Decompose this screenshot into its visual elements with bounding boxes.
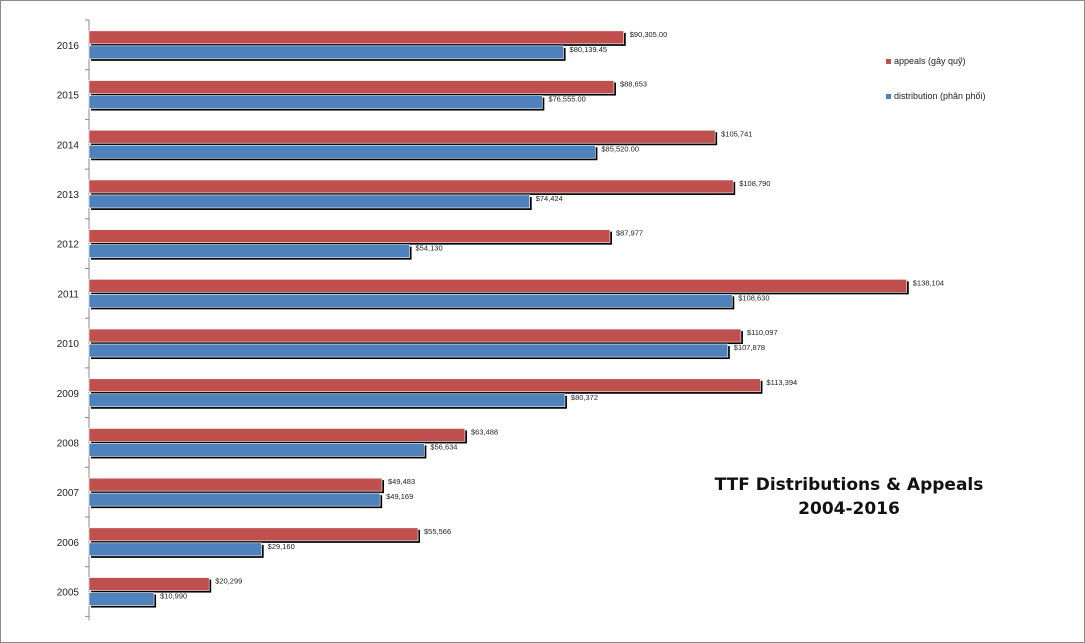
data-label-distribution: $76,555.00	[548, 95, 586, 104]
bar-appeals	[88, 527, 419, 542]
data-label-appeals: $55,566	[424, 527, 451, 536]
bar-distribution	[88, 244, 410, 258]
bar-distribution	[88, 144, 596, 159]
bar-distribution	[88, 343, 729, 358]
bar-appeals	[88, 129, 716, 144]
category-label: 2005	[57, 588, 80, 599]
bar-appeals	[88, 229, 611, 243]
category-label: 2011	[57, 289, 79, 300]
data-label-distribution: $49,169	[386, 492, 413, 501]
bar-appeals	[88, 80, 615, 94]
category-label: 2015	[57, 91, 80, 102]
bar-appeals	[88, 577, 210, 591]
legend: appeals (gây quỹ) distribution (phân phố…	[886, 56, 986, 101]
data-label-distribution: $85,520.00	[601, 144, 639, 153]
bar-appeals	[88, 378, 761, 393]
category-label: 2007	[57, 488, 80, 499]
bar-distribution	[88, 95, 543, 109]
data-label-distribution: $56,634	[430, 442, 457, 451]
data-label-appeals: $87,977	[616, 229, 643, 238]
data-label-distribution: $80,139.45	[570, 45, 608, 54]
data-label-appeals: $113,394	[766, 378, 797, 387]
labels-layer: $90,305.00 $80,139.45 $88,653 $76,555.00 $10…	[160, 30, 944, 601]
bar-appeals	[88, 477, 383, 492]
category-label: 2006	[57, 538, 80, 549]
data-label-distribution: $54,130	[416, 244, 443, 253]
bar-distribution	[88, 542, 262, 557]
data-label-distribution: $74,424	[536, 194, 563, 203]
data-label-distribution: $107,878	[734, 343, 765, 352]
data-label-appeals: $108,790	[739, 179, 770, 188]
data-label-appeals: $49,483	[388, 477, 415, 486]
bar-appeals	[88, 328, 742, 343]
bar-appeals	[88, 279, 908, 293]
category-label: 2014	[57, 140, 80, 151]
data-label-distribution: $10,990	[160, 592, 187, 601]
data-label-appeals: $88,653	[620, 80, 647, 89]
legend-label-distribution: distribution (phân phối)	[894, 91, 986, 101]
data-label-distribution: $29,160	[268, 542, 295, 551]
data-label-appeals: $20,299	[215, 577, 242, 586]
bar-distribution	[88, 443, 425, 457]
bar-distribution	[88, 45, 564, 60]
data-label-appeals: $63,488	[471, 427, 498, 436]
category-label: 2012	[57, 240, 80, 251]
bar-appeals	[88, 428, 466, 442]
category-label: 2009	[57, 389, 80, 400]
bar-appeals	[88, 179, 734, 194]
legend-swatch-appeals	[886, 59, 891, 64]
data-label-appeals: $105,741	[721, 129, 752, 138]
axis-layer: 2016 2015 2014 2013 2012 2011 2010 2009 2008 2007…	[57, 19, 90, 621]
bar-appeals	[88, 30, 625, 45]
bar-distribution	[88, 492, 381, 507]
category-label: 2016	[57, 41, 80, 52]
category-label: 2010	[57, 339, 80, 350]
data-label-appeals: $138,104	[913, 278, 944, 287]
chart-subtitle: 2004-2016	[798, 499, 900, 519]
category-label: 2013	[57, 190, 80, 201]
legend-swatch-distribution	[886, 94, 891, 99]
data-label-distribution: $80,372	[571, 393, 598, 402]
bar-distribution	[88, 194, 530, 209]
data-label-distribution: $108,630	[738, 293, 769, 302]
data-label-appeals: $110,097	[747, 328, 778, 337]
bars-layer	[88, 30, 909, 608]
data-label-appeals: $90,305.00	[630, 30, 668, 39]
category-label: 2008	[57, 438, 80, 449]
legend-label-appeals: appeals (gây quỹ)	[894, 56, 966, 66]
bar-distribution	[88, 294, 733, 308]
chart-title: TTF Distributions & Appeals	[715, 475, 984, 495]
bar-distribution	[88, 393, 566, 408]
bar-distribution	[88, 592, 155, 606]
